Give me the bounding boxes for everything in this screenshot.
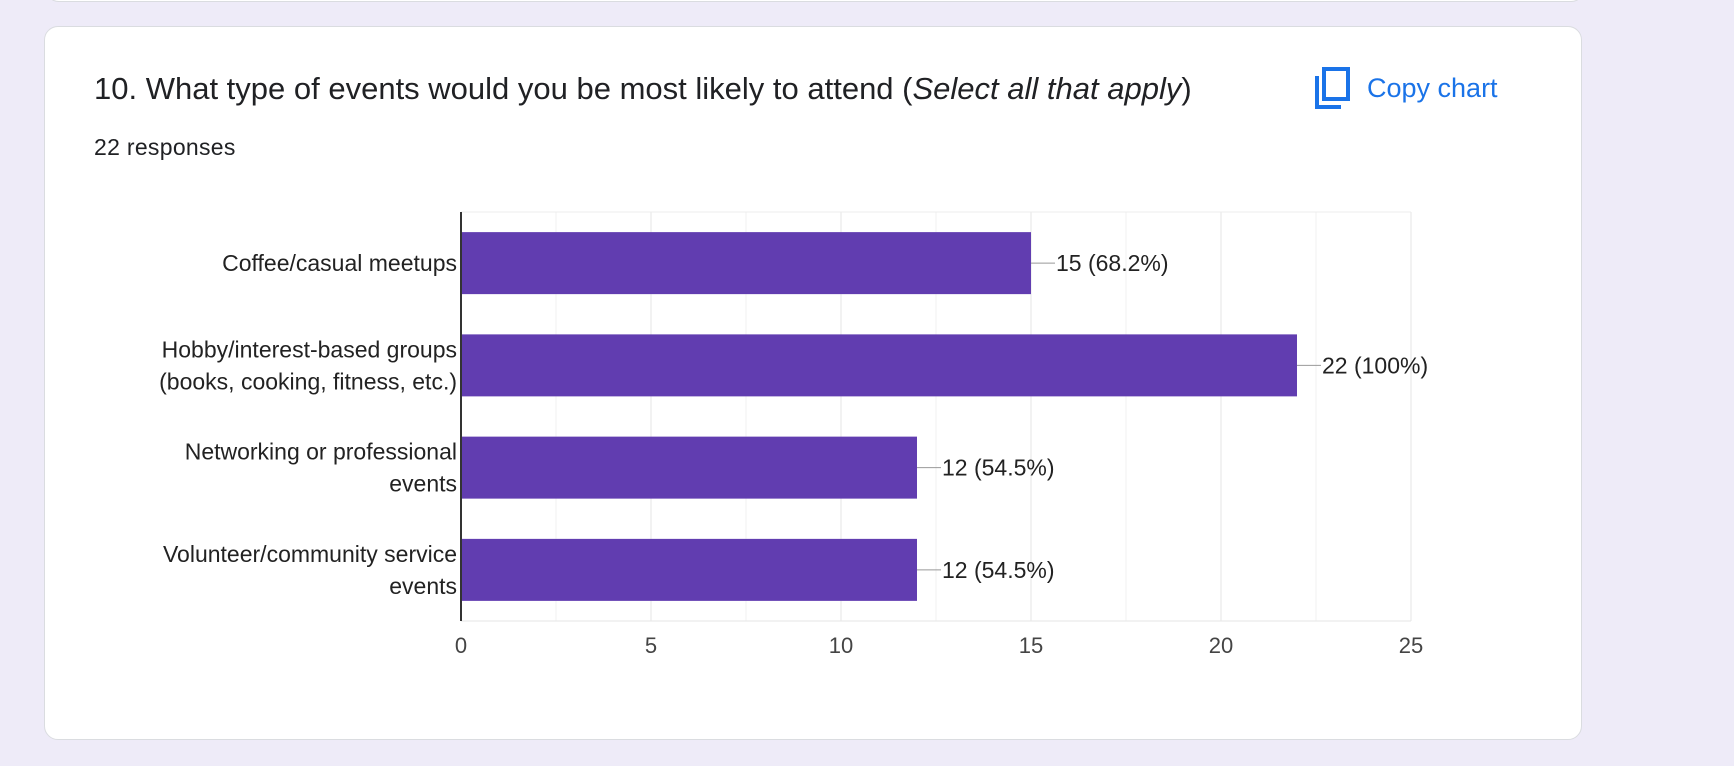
category-label-line: events: [389, 471, 457, 497]
bar: [461, 232, 1031, 295]
category-label-line: Coffee/casual meetups: [222, 250, 457, 276]
question-card: 10. What type of events would you be mos…: [44, 26, 1582, 740]
copy-icon: [1315, 67, 1351, 109]
question-title: 10. What type of events would you be mos…: [94, 71, 1192, 107]
bar: [461, 334, 1297, 397]
response-count: 22 responses: [94, 134, 236, 160]
question-title-italic: Select all that apply: [912, 71, 1182, 106]
data-label: 12 (54.5%): [942, 455, 1055, 481]
x-tick-label: 20: [1209, 633, 1233, 658]
category-label-line: (books, cooking, fitness, etc.): [159, 368, 457, 394]
bar-chart: 0 5 10 15 20 25 15 (68.2%) Coffee/casual meetup…: [159, 211, 1428, 658]
data-label: 22 (100%): [1322, 352, 1428, 378]
x-tick-label: 25: [1399, 633, 1423, 658]
question-title-main: 10. What type of events would you be mos…: [94, 71, 913, 106]
x-tick-label: 10: [829, 633, 853, 658]
category-label-line: Hobby/interest-based groups: [162, 336, 457, 362]
copy-chart-label: Copy chart: [1367, 72, 1498, 103]
category-label-line: events: [389, 573, 457, 599]
category-label: Hobby/interest-based groups (books, cooki…: [159, 336, 457, 394]
category-label-line: Volunteer/community service: [163, 541, 457, 567]
data-label: 12 (54.5%): [942, 557, 1055, 583]
x-tick-label: 0: [455, 633, 467, 658]
bar: [461, 436, 917, 499]
previous-card-edge: [45, 0, 1585, 2]
x-tick-label: 15: [1019, 633, 1043, 658]
data-label: 15 (68.2%): [1056, 250, 1169, 276]
category-label: Coffee/casual meetups: [222, 250, 457, 276]
question-title-end: ): [1181, 71, 1192, 106]
x-tick-label: 5: [645, 633, 657, 658]
category-label: Volunteer/community service events: [163, 541, 457, 599]
bar: [461, 538, 917, 601]
category-label: Networking or professional events: [185, 439, 457, 497]
category-label-line: Networking or professional: [185, 439, 457, 465]
copy-chart-button[interactable]: Copy chart: [1315, 63, 1498, 113]
